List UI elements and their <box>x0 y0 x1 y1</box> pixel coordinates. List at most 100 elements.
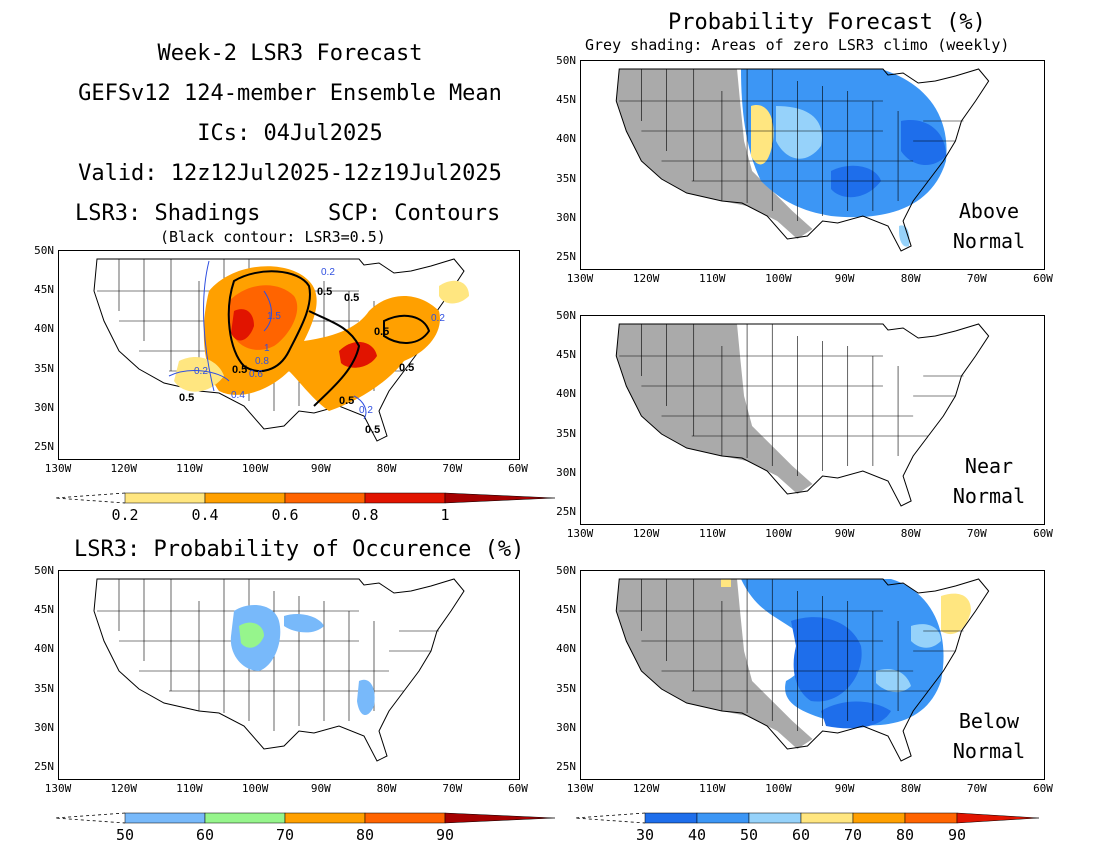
near-normal-map: Near Normal <box>580 315 1045 525</box>
lat-tick-label: 40N <box>34 322 54 336</box>
lon-tick-label: 60W <box>1033 782 1053 795</box>
black-contours <box>227 270 431 407</box>
lat-tick-label: 50N <box>556 54 576 67</box>
lon-tick-label: 110W <box>699 782 726 795</box>
above-normal-label: Above Normal <box>939 196 1039 256</box>
contours-label: SCP: Contours <box>328 201 501 226</box>
lon-tick-label: 90W <box>310 462 331 475</box>
lon-tick-label: 110W <box>699 527 726 540</box>
colorbar-label: 80 <box>895 826 915 844</box>
below-label-line2: Normal <box>952 739 1026 763</box>
contour-label: 0.5 <box>339 395 354 407</box>
near-label-line2: Normal <box>952 484 1026 508</box>
header-ics: ICs: 04Jul2025 <box>197 121 383 146</box>
lat-tick-label: 40N <box>556 387 576 401</box>
lon-tick-label: 80W <box>376 462 397 475</box>
lon-tick-label: 80W <box>900 782 921 795</box>
contour-label: 0.5 <box>317 286 332 298</box>
colorbar-segment <box>644 812 698 824</box>
colorbar-label: 0.2 <box>111 506 139 524</box>
lat-tick-label: 30N <box>556 720 576 734</box>
shadings-label: LSR3: Shadings <box>75 201 261 226</box>
lon-tick-label: 80W <box>900 527 921 540</box>
contour-label: 0.8 <box>255 356 269 367</box>
lat-tick-label: 45N <box>34 603 54 617</box>
lat-tick-label: 40N <box>34 642 54 656</box>
colorbar-label: 80 <box>355 826 375 844</box>
colorbar-label: 50 <box>739 826 759 844</box>
lon-tick-label: 80W <box>900 272 921 285</box>
colorbar-underflow-arrow <box>54 492 126 504</box>
lat-tick-label: 35N <box>556 681 576 695</box>
colorbar-segment <box>904 812 958 824</box>
lon-tick-label: 90W <box>310 782 331 795</box>
colorbar-label: 0.6 <box>271 506 299 524</box>
zero-climo-mask <box>616 69 813 239</box>
zero-climo-mask <box>616 324 813 494</box>
lat-tick-label: 25N <box>556 760 576 773</box>
occurrence-shading <box>230 605 375 716</box>
lon-tick-label: 110W <box>699 272 726 285</box>
contour-label: 0.5 <box>374 326 389 338</box>
us-outline <box>615 323 990 507</box>
lon-tick-label: 70W <box>966 527 987 540</box>
lat-tick-label: 30N <box>34 400 54 414</box>
near-normal-svg <box>615 323 990 507</box>
lat-tick-label: 40N <box>556 132 576 146</box>
colorbar-segment <box>284 812 366 824</box>
header-title: Week-2 LSR3 Forecast <box>157 41 423 66</box>
header-legend-row: LSR3: Shadings SCP: Contours <box>40 194 540 234</box>
lon-tick-label: 110W <box>176 462 203 475</box>
lon-tick-label: 130W <box>566 527 594 540</box>
lat-tick-label: 50N <box>34 244 54 257</box>
colorbar-segment <box>696 812 750 824</box>
colorbar-segment <box>124 812 206 824</box>
lat-tick-label: 25N <box>556 505 576 518</box>
lon-tick-label: 120W <box>110 462 137 475</box>
us-outline <box>93 578 465 762</box>
contour-label: 1.5 <box>267 311 281 322</box>
lat-tick-label: 30N <box>556 465 576 479</box>
contour-label: 0.5 <box>344 292 359 304</box>
contour-label: 0.5 <box>232 364 247 376</box>
colorbar-segment <box>124 492 206 504</box>
lat-tick-label: 50N <box>556 564 576 577</box>
above-label-line2: Normal <box>952 229 1026 253</box>
header-block: Week-2 LSR3 Forecast GEFSv12 124-member … <box>40 34 540 234</box>
black-contour-note: (Black contour: LSR3=0.5) <box>160 228 386 246</box>
colorbar-label: 90 <box>435 826 455 844</box>
colorbar-segment <box>204 812 286 824</box>
lsr3-shading <box>174 266 469 411</box>
contour-label: 0.4 <box>231 390 245 401</box>
colorbar-segment <box>364 492 446 504</box>
lon-tick-label: 60W <box>1033 527 1053 540</box>
lat-tick-label: 45N <box>556 93 576 107</box>
contour-label: 0.5 <box>399 362 414 374</box>
colorbar-svg <box>54 492 556 504</box>
colorbar-segment <box>800 812 854 824</box>
probability-title: Probability Forecast (%) <box>668 10 986 35</box>
lon-tick-label: 60W <box>1033 272 1053 285</box>
near-normal-label: Near Normal <box>939 451 1039 511</box>
lon-tick-label: 100W <box>241 462 269 475</box>
lon-tick-label: 70W <box>442 462 463 475</box>
occurrence-map <box>58 570 520 780</box>
lat-tick-label: 50N <box>556 309 576 322</box>
above-shading <box>741 69 947 247</box>
colorbar-label: 50 <box>115 826 135 844</box>
colorbar-svg <box>574 812 1040 824</box>
lon-tick-label: 120W <box>632 782 660 795</box>
lon-tick-label: 80W <box>376 782 397 795</box>
lon-tick-label: 90W <box>834 782 855 795</box>
lsr3-colorbar: 0.2 0.4 0.6 0.8 1 <box>54 490 605 530</box>
occurrence-svg <box>93 578 465 762</box>
lon-tick-label: 60W <box>508 462 528 475</box>
lon-tick-label: 120W <box>632 527 660 540</box>
occurrence-title: LSR3: Probability of Occurence (%) <box>74 537 525 562</box>
lon-tick-label: 100W <box>765 272 792 285</box>
colorbar-segment <box>852 812 906 824</box>
header-model: GEFSv12 124-member Ensemble Mean <box>78 81 502 106</box>
colorbar-overflow-arrow <box>444 812 556 824</box>
lat-tick-label: 25N <box>34 440 54 453</box>
colorbar-svg <box>54 812 556 824</box>
